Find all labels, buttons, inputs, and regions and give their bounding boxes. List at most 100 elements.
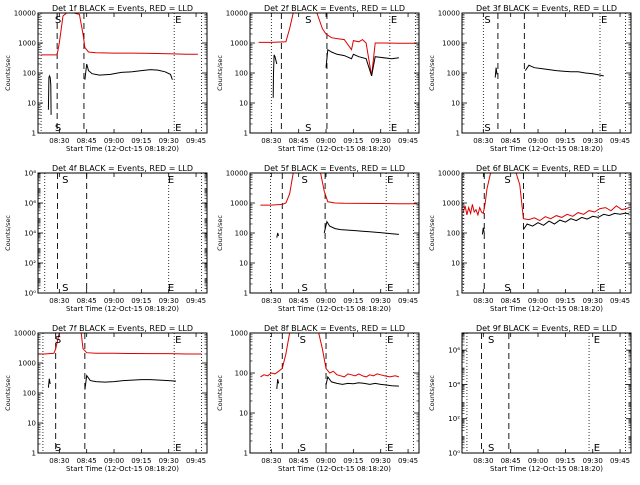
y-tick-label: 1000: [230, 200, 248, 208]
reference-lines: [466, 333, 626, 453]
x-tick-label: 09:45: [610, 297, 630, 305]
x-tick-label: 09:15: [343, 297, 363, 305]
x-tick-label: 09:15: [555, 457, 575, 465]
start-marker: S: [55, 15, 61, 26]
end-marker: E: [387, 335, 393, 346]
y-tick-label: 10: [239, 100, 248, 108]
start-marker: S: [488, 335, 494, 346]
series-events-line: [272, 54, 278, 98]
y-tick-label: 10000: [226, 170, 248, 178]
reference-lines: [270, 333, 414, 453]
end-marker-bottom: E: [594, 443, 600, 454]
x-axis-label: Start Time (12-Oct-15 08:18:20): [490, 465, 603, 473]
y-tick-label: 100: [447, 230, 460, 238]
start-marker: S: [301, 175, 307, 186]
x-tick-label: 08:45: [289, 297, 309, 305]
end-marker-bottom: E: [175, 123, 181, 134]
x-tick-label: 09:45: [398, 297, 418, 305]
series-group: [38, 333, 202, 390]
y-axis-label: Counts/sec: [428, 215, 436, 251]
x-axis-label: Start Time (12-Oct-15 08:18:20): [66, 305, 179, 313]
start-marker: S: [504, 175, 510, 186]
x-tick-label: 08:45: [501, 137, 521, 145]
x-tick-label: 09:15: [343, 457, 363, 465]
reference-lines: [482, 13, 626, 133]
x-tick-label: 08:45: [289, 457, 309, 465]
x-tick-label: 08:30: [261, 297, 281, 305]
series-group: [462, 173, 630, 235]
y-tick-label: 1: [456, 130, 460, 138]
x-tick-label: 09:30: [583, 457, 603, 465]
y-tick-label: 10²: [24, 260, 36, 268]
start-marker-bottom: S: [62, 283, 68, 294]
x-tick-label: 08:45: [501, 297, 521, 305]
panel-title: Det 7f BLACK = Events, RED = LLD: [52, 324, 193, 333]
start-marker-bottom: S: [488, 443, 494, 454]
panel-title: Det 5f BLACK = Events, RED = LLD: [264, 164, 405, 173]
series-events-line: [481, 227, 485, 235]
y-tick-label: 100: [235, 70, 248, 78]
x-tick-label: 09:30: [159, 297, 179, 305]
y-tick-label: 10000: [14, 10, 36, 18]
y-tick-label: 10: [27, 100, 36, 108]
x-tick-label: 08:30: [261, 137, 281, 145]
end-marker: E: [601, 15, 607, 26]
y-tick-label: 1000: [18, 360, 36, 368]
y-tick-label: 100: [235, 230, 248, 238]
reference-lines: [42, 333, 202, 453]
y-axis-label: Counts/sec: [428, 375, 436, 411]
x-tick-label: 09:00: [528, 297, 548, 305]
panel-det-4: Det 4f BLACK = Events, RED = LLD S S E E 08:3…: [4, 164, 208, 313]
y-tick-label: 10000: [14, 330, 36, 338]
x-axis-label: Start Time (12-Oct-15 08:18:20): [490, 305, 603, 313]
x-tick-label: 09:00: [104, 297, 124, 305]
x-tick-label: 08:30: [473, 297, 493, 305]
series-group: [260, 333, 400, 389]
x-tick-label: 08:30: [473, 457, 493, 465]
y-tick-label: 1000: [230, 40, 248, 48]
x-tick-label: 08:30: [49, 137, 69, 145]
x-axis-label: Start Time (12-Oct-15 08:18:20): [66, 465, 179, 473]
series-group: [494, 64, 604, 78]
panel-det-5: Det 5f BLACK = Events, RED = LLD S S E E 08:3…: [216, 164, 420, 313]
x-tick-label: 09:00: [104, 457, 124, 465]
x-tick-label: 09:30: [371, 137, 391, 145]
y-tick-label: 10: [451, 260, 460, 268]
end-marker-bottom: E: [175, 443, 181, 454]
panel-title: Det 3f BLACK = Events, RED = LLD: [476, 4, 617, 13]
y-axis-label: Counts/sec: [4, 215, 12, 251]
x-tick-label: 08:30: [261, 457, 281, 465]
start-marker-bottom: S: [504, 283, 510, 294]
x-tick-label: 08:30: [49, 457, 69, 465]
series-events-line: [325, 48, 399, 77]
start-marker-bottom: S: [301, 283, 307, 294]
panel-title: Det 4f BLACK = Events, RED = LLD: [52, 164, 193, 173]
y-tick-label: 1000: [18, 40, 36, 48]
series-events-line: [47, 74, 52, 115]
y-tick-label: 10: [451, 100, 460, 108]
series-events-line: [276, 379, 280, 389]
end-marker: E: [594, 335, 600, 346]
series-group: [260, 173, 418, 238]
end-marker-bottom: E: [387, 283, 393, 294]
x-tick-label: 09:00: [528, 457, 548, 465]
x-tick-label: 09:15: [131, 297, 151, 305]
start-marker: S: [300, 335, 306, 346]
start-marker-bottom: S: [55, 123, 61, 134]
panel-det-8: Det 8f BLACK = Events, RED = LLD S S E E 08:3…: [216, 324, 420, 473]
x-axis-label: Start Time (12-Oct-15 08:18:20): [278, 305, 391, 313]
x-tick-label: 09:15: [343, 137, 363, 145]
y-tick-label: 1: [456, 290, 460, 298]
y-tick-label: 1: [244, 130, 248, 138]
series-events-line: [47, 378, 51, 388]
series-events-line: [494, 67, 498, 78]
x-tick-label: 08:45: [77, 457, 97, 465]
x-tick-label: 08:45: [289, 137, 309, 145]
y-axis-label: Counts/sec: [216, 215, 224, 251]
y-tick-label: 100: [23, 390, 36, 398]
x-axis-label: Start Time (12-Oct-15 08:18:20): [490, 145, 603, 153]
y-tick-label: 10⁴: [24, 230, 36, 238]
